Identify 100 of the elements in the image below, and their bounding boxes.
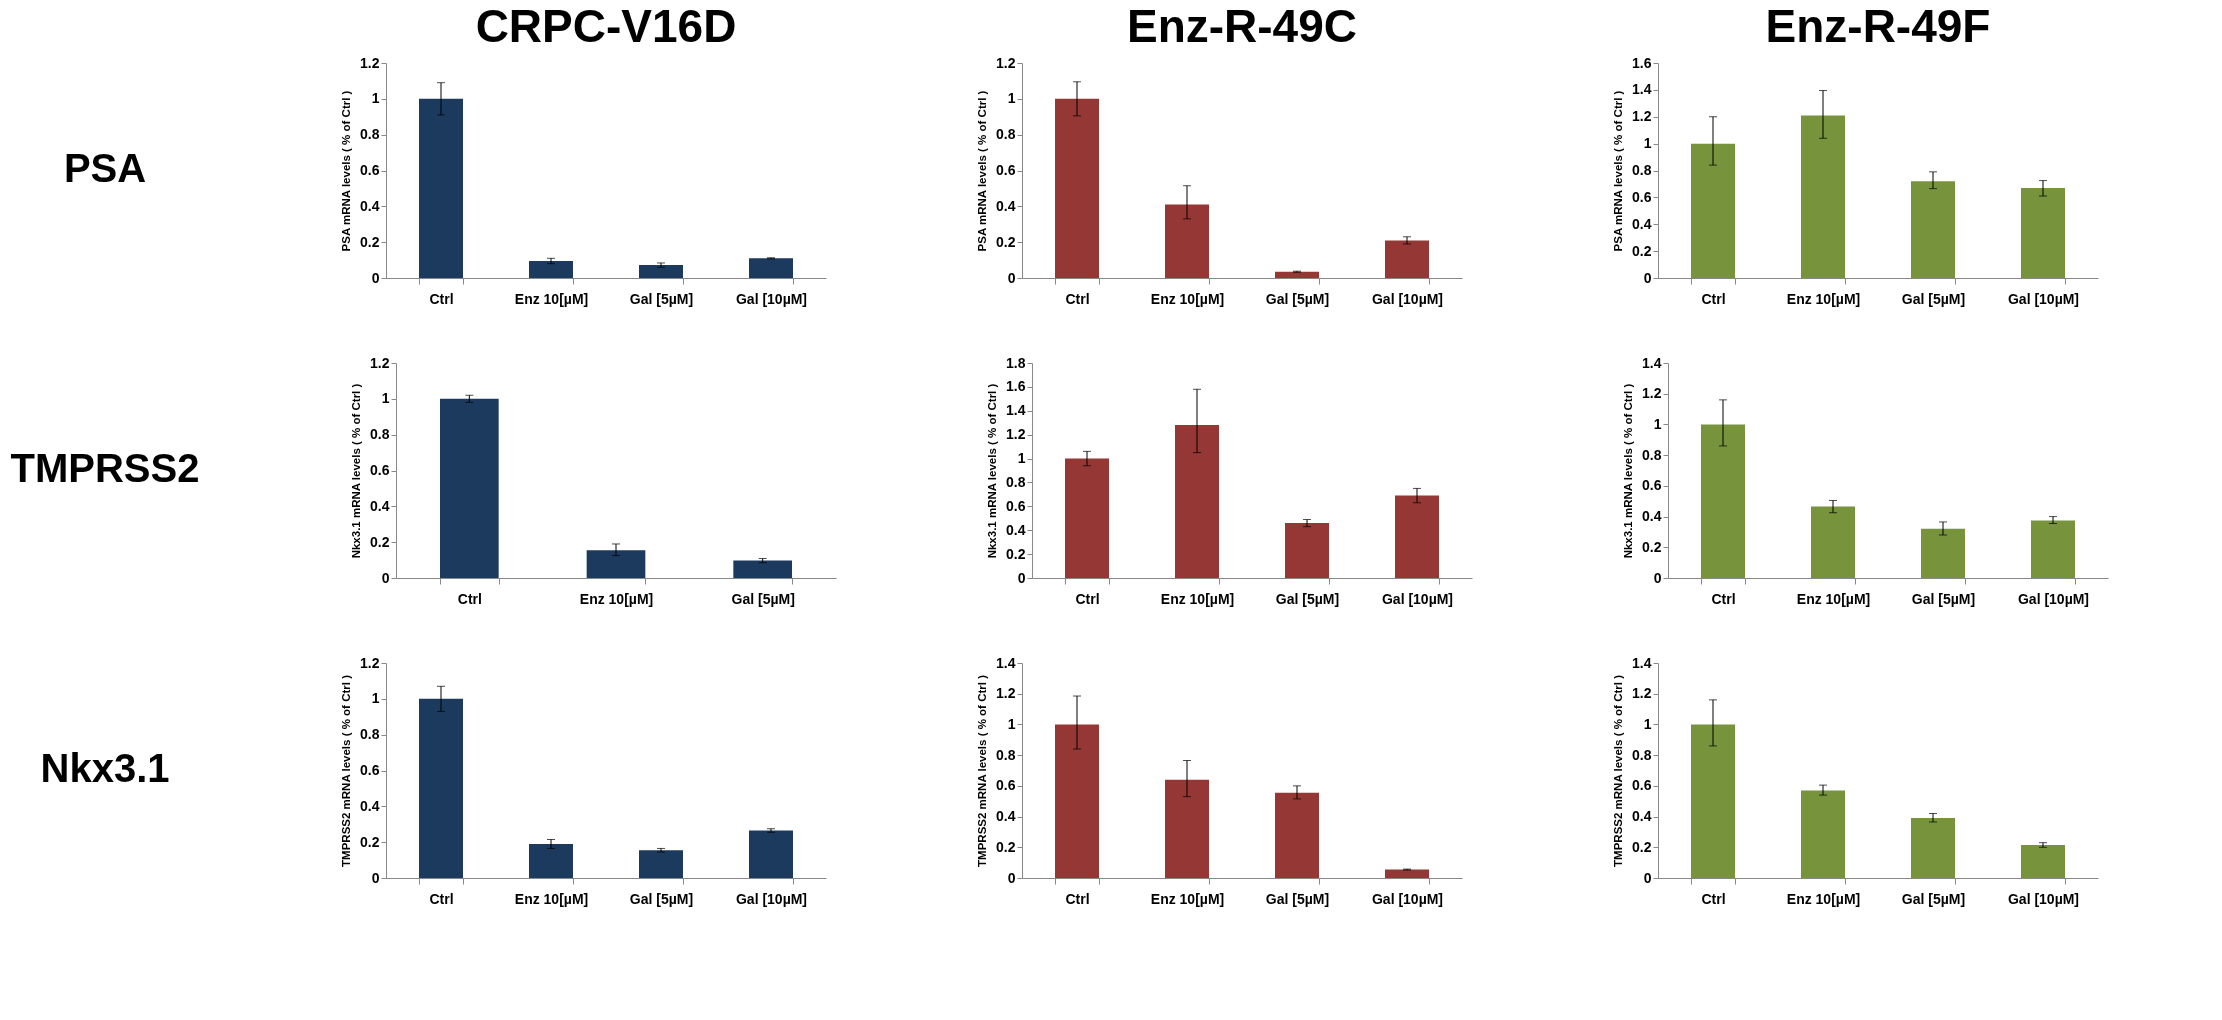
y-tick-label: 0.2 xyxy=(360,233,380,250)
chart-title: CRPC-V16D xyxy=(475,0,737,52)
y-tick-label: 1.2 xyxy=(1642,385,1662,402)
x-tick-label: Gal [10µM] xyxy=(1381,590,1454,607)
y-tick-label: 0 xyxy=(371,869,380,886)
y-tick-label: 1 xyxy=(1007,90,1016,107)
bar xyxy=(419,98,463,278)
y-tick-label: 0.6 xyxy=(996,777,1016,794)
bar xyxy=(1801,115,1845,278)
y-tick-label: 1.2 xyxy=(1632,108,1652,125)
bar xyxy=(749,258,793,278)
x-tick-label: Ctrl xyxy=(1075,590,1100,607)
bar xyxy=(1385,240,1429,278)
y-tick-label: 0 xyxy=(371,269,380,286)
bar xyxy=(1285,523,1329,578)
y-tick-label: 0.4 xyxy=(1632,808,1652,825)
bar xyxy=(1691,724,1735,878)
y-axis-title: Nkx3.1 mRNA levels ( % of Ctrl ) xyxy=(986,383,999,559)
x-tick-label: Enz 10[µM] xyxy=(1150,290,1225,307)
bar xyxy=(2021,187,2065,278)
y-tick-label: 0.4 xyxy=(1006,521,1026,538)
y-tick-label: 0.6 xyxy=(1632,188,1652,205)
x-tick-label: Ctrl xyxy=(457,590,482,607)
bar xyxy=(586,550,646,578)
bar xyxy=(639,850,683,878)
y-tick-label: 0.8 xyxy=(996,746,1016,763)
y-tick-label: 0.6 xyxy=(1642,477,1662,494)
x-tick-label: Enz 10[µM] xyxy=(1796,590,1871,607)
y-tick-label: 1 xyxy=(381,390,390,407)
y-tick-label: 0.8 xyxy=(1642,446,1662,463)
y-tick-label: 0.8 xyxy=(360,726,380,743)
y-tick-label: 0 xyxy=(381,569,390,586)
x-tick-label: Gal [5µM] xyxy=(731,590,795,607)
x-tick-label: Gal [5µM] xyxy=(1265,890,1330,907)
y-tick-label: 0.2 xyxy=(996,233,1016,250)
y-tick-label: 0.2 xyxy=(1006,545,1026,562)
y-tick-label: 0.4 xyxy=(370,497,390,514)
chart-title: Enz-R-49C xyxy=(1126,0,1358,52)
x-tick-label: Gal [5µM] xyxy=(1901,890,1966,907)
y-axis-title: TMPRSS2 mRNA levels ( % of Ctrl ) xyxy=(976,674,989,867)
y-tick-label: 1 xyxy=(371,90,380,107)
y-tick-label: 1.8 xyxy=(1006,354,1026,371)
y-tick-label: 0.6 xyxy=(1006,497,1026,514)
y-tick-label: 0.2 xyxy=(996,838,1016,855)
bar xyxy=(2031,520,2075,578)
y-tick-label: 1.6 xyxy=(1006,378,1026,395)
x-tick-label: Gal [10µM] xyxy=(735,890,808,907)
x-tick-label: Gal [10µM] xyxy=(735,290,808,307)
bar xyxy=(1801,790,1845,878)
y-tick-label: 1.2 xyxy=(1632,685,1652,702)
bar xyxy=(1275,792,1319,878)
bar xyxy=(1911,181,1955,278)
y-tick-label: 0.8 xyxy=(1632,746,1652,763)
x-tick-label: Enz 10[µM] xyxy=(1160,590,1235,607)
bar xyxy=(1165,204,1209,278)
text: TMPRSS2 xyxy=(10,446,200,490)
y-tick-label: 0.8 xyxy=(1006,473,1026,490)
y-tick-label: 0 xyxy=(1007,869,1016,886)
y-tick-label: 1.2 xyxy=(996,54,1016,71)
y-tick-label: 1.4 xyxy=(1632,654,1652,671)
y-tick-label: 0.4 xyxy=(360,197,380,214)
y-tick-label: 0.2 xyxy=(360,833,380,850)
y-tick-label: 1 xyxy=(1007,715,1016,732)
y-tick-label: 1.4 xyxy=(1642,354,1662,371)
x-tick-label: Ctrl xyxy=(1701,890,1726,907)
bar xyxy=(529,260,573,278)
y-tick-label: 1.4 xyxy=(1632,81,1652,98)
y-tick-label: 1.2 xyxy=(370,354,390,371)
y-tick-label: 0 xyxy=(1017,569,1026,586)
y-tick-label: 0.2 xyxy=(1642,538,1662,555)
y-tick-label: 0.2 xyxy=(1632,838,1652,855)
x-tick-label: Ctrl xyxy=(429,890,454,907)
y-tick-label: 0 xyxy=(1007,269,1016,286)
bar xyxy=(2021,844,2065,878)
x-tick-label: Gal [5µM] xyxy=(1901,290,1966,307)
x-tick-label: Ctrl xyxy=(1065,890,1090,907)
x-tick-label: Gal [10µM] xyxy=(1371,290,1444,307)
bar xyxy=(1165,779,1209,878)
y-tick-label: 0.2 xyxy=(1632,242,1652,259)
x-tick-label: Gal [5µM] xyxy=(629,890,694,907)
y-axis-title: PSA mRNA levels ( % of Ctrl ) xyxy=(976,90,989,252)
bar xyxy=(1055,724,1099,878)
bar xyxy=(1175,425,1219,578)
x-tick-label: Enz 10[µM] xyxy=(514,890,589,907)
y-tick-label: 0.6 xyxy=(996,162,1016,178)
bar xyxy=(440,398,499,578)
x-tick-label: Gal [10µM] xyxy=(2007,890,2080,907)
x-tick-label: Ctrl xyxy=(1711,590,1736,607)
x-tick-label: Ctrl xyxy=(1701,290,1726,307)
text: Nkx3.1 xyxy=(40,746,170,790)
y-tick-label: 0.6 xyxy=(360,762,380,778)
y-tick-label: 1.2 xyxy=(360,54,380,71)
y-axis-title: PSA mRNA levels ( % of Ctrl ) xyxy=(340,90,353,252)
y-axis-title: Nkx3.1 mRNA levels ( % of Ctrl ) xyxy=(350,383,363,559)
y-tick-label: 1.4 xyxy=(1006,402,1026,419)
y-tick-label: 1.6 xyxy=(1632,54,1652,71)
y-axis-title: TMPRSS2 mRNA levels ( % of Ctrl ) xyxy=(1612,674,1625,867)
bar xyxy=(1811,506,1855,578)
bar xyxy=(1055,98,1099,278)
x-tick-label: Enz 10[µM] xyxy=(579,590,654,607)
